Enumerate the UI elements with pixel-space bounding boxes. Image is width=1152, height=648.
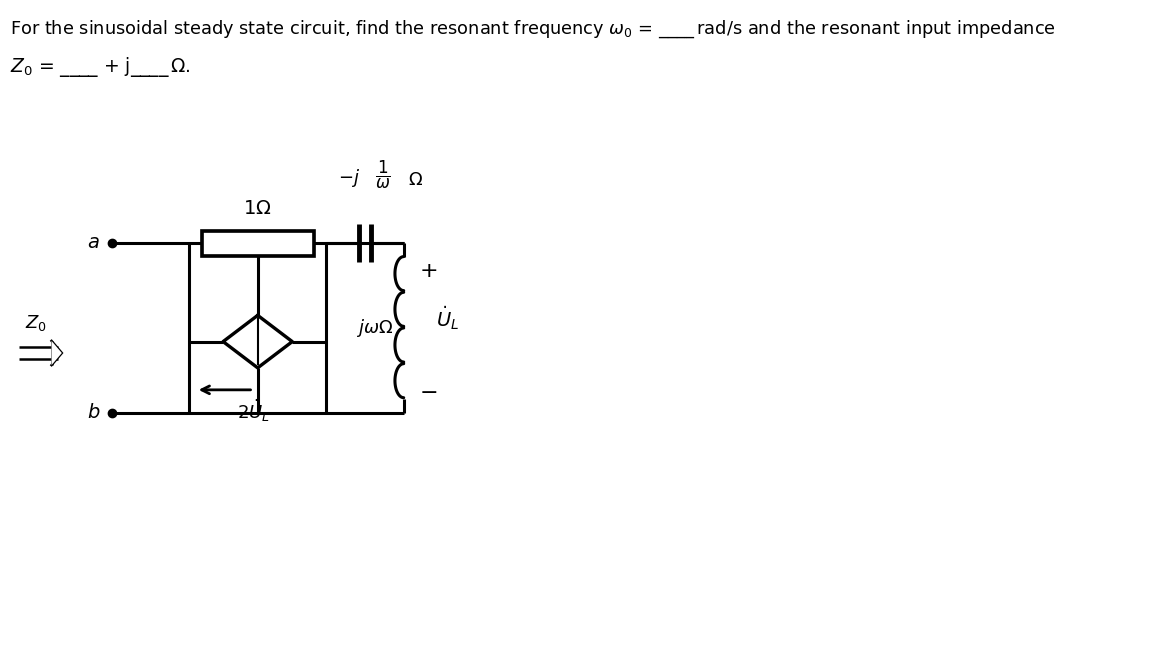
- Text: $Z_0$: $Z_0$: [25, 313, 47, 333]
- Text: $Z_0$ = ____ + j____$\,\Omega$.: $Z_0$ = ____ + j____$\,\Omega$.: [10, 55, 191, 79]
- Bar: [202, 231, 313, 255]
- Polygon shape: [52, 341, 62, 365]
- Text: $-$: $-$: [419, 381, 438, 401]
- Text: a: a: [88, 233, 99, 253]
- Text: $\dot{U}_L$: $\dot{U}_L$: [437, 304, 460, 332]
- Text: $2\dot{U}_L$: $2\dot{U}_L$: [237, 398, 270, 424]
- Text: $j\omega\Omega$: $j\omega\Omega$: [356, 317, 393, 339]
- Text: $-j$: $-j$: [338, 167, 359, 189]
- Text: For the sinusoidal steady state circuit, find the resonant frequency $\omega_0$ : For the sinusoidal steady state circuit,…: [10, 18, 1056, 40]
- Polygon shape: [223, 316, 293, 368]
- Text: b: b: [88, 404, 99, 422]
- Text: $\Omega$: $\Omega$: [408, 171, 423, 189]
- Text: $1\Omega$: $1\Omega$: [243, 200, 272, 218]
- Text: $\dfrac{1}{\omega}$: $\dfrac{1}{\omega}$: [376, 159, 392, 191]
- Text: +: +: [419, 261, 438, 281]
